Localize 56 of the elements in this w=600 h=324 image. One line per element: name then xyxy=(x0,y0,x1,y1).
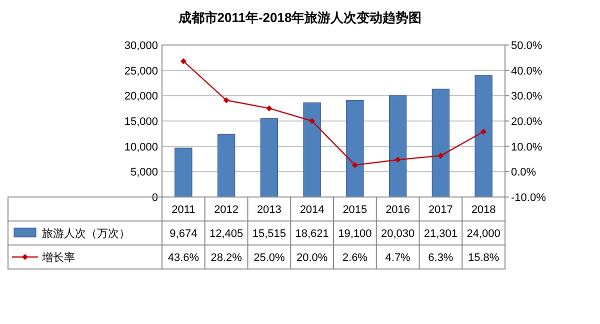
data-label: 24,000 xyxy=(466,228,500,240)
x-tick-label: 2013 xyxy=(256,204,282,216)
bar xyxy=(174,148,192,198)
data-label: 18,621 xyxy=(295,228,329,240)
data-label: 15,515 xyxy=(252,228,286,240)
data-label: 2.6% xyxy=(342,252,368,264)
y2-tick-label: 30.0% xyxy=(511,90,542,103)
data-label: 15.8% xyxy=(468,252,500,264)
data-label: 20,030 xyxy=(380,228,415,240)
bar xyxy=(346,100,364,198)
x-tick-label: 2012 xyxy=(214,204,239,216)
data-label: 12,405 xyxy=(209,228,244,240)
data-label: 43.6% xyxy=(168,252,200,264)
chart-title: 成都市2011年-2018年旅游人次变动趋势图 xyxy=(177,10,422,25)
point xyxy=(223,97,230,104)
y2-tick-label: 10.0% xyxy=(511,141,542,154)
data-label: 19,100 xyxy=(338,228,372,240)
point xyxy=(394,156,401,163)
data-label: 28.2% xyxy=(210,252,242,264)
data-label: 25.0% xyxy=(254,252,285,264)
y-tick-label: 25,000 xyxy=(124,65,158,78)
y-tick-label: 10,000 xyxy=(124,141,158,154)
data-label: 9,674 xyxy=(170,228,198,240)
bar xyxy=(474,75,492,198)
bar xyxy=(260,118,278,198)
data-label: 4.7% xyxy=(385,252,411,264)
y2-tick-label: -10.0% xyxy=(511,192,546,204)
bar xyxy=(432,88,450,198)
x-tick-label: 2014 xyxy=(300,204,324,216)
x-tick-label: 2017 xyxy=(428,204,453,216)
data-label: 6.3% xyxy=(428,252,454,264)
y2-tick-label: 40.0% xyxy=(511,65,542,78)
y-tick-label: 15,000 xyxy=(124,116,158,128)
y-tick-label: 5,000 xyxy=(130,166,158,179)
bar xyxy=(303,102,321,198)
point xyxy=(266,105,272,112)
bar xyxy=(217,134,236,198)
y2-tick-label: 0.0% xyxy=(511,166,536,179)
point xyxy=(480,128,487,135)
y-tick-label: 20,000 xyxy=(124,90,158,103)
point xyxy=(438,152,444,159)
data-label: 20.0% xyxy=(296,252,328,264)
x-tick-label: 2011 xyxy=(172,204,196,216)
legend-label: 旅游人次（万次） xyxy=(42,227,130,240)
bar xyxy=(388,95,407,198)
x-tick-label: 2018 xyxy=(471,204,496,216)
legend-label: 增长率 xyxy=(41,251,75,264)
y-tick-label: 30,000 xyxy=(124,40,158,52)
data-label: 21,301 xyxy=(424,228,458,240)
point xyxy=(352,162,358,168)
x-tick-label: 2015 xyxy=(342,204,368,216)
y2-tick-label: 20.0% xyxy=(511,116,542,128)
point xyxy=(309,118,316,124)
y2-tick-label: 50.0% xyxy=(511,40,542,52)
x-tick-label: 2016 xyxy=(386,204,410,216)
point xyxy=(180,58,186,64)
